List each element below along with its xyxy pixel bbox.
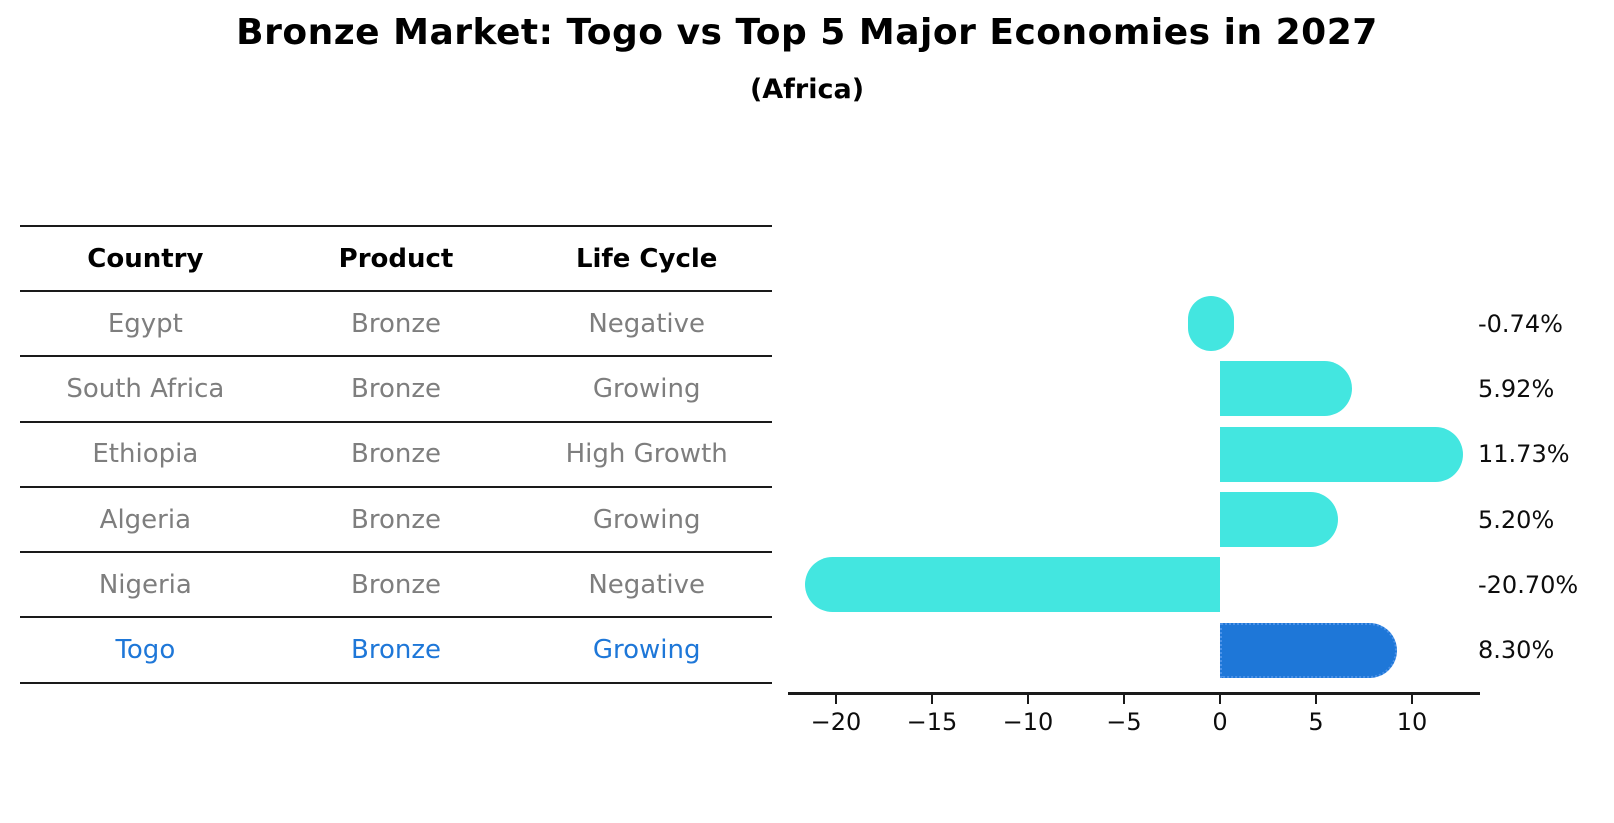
table-row-algeria: Algeria Bronze Growing	[20, 488, 772, 554]
x-tick-label--10: −10	[1002, 708, 1054, 736]
x-tick-label--5: −5	[1106, 708, 1142, 736]
country-cell: Egypt	[107, 308, 183, 339]
product-cell: Bronze	[351, 635, 441, 666]
value-label-south-africa: 5.92%	[1478, 374, 1555, 403]
product-cell: Bronze	[351, 504, 441, 535]
value-label-algeria: 5.20%	[1478, 505, 1555, 534]
x-axis-line	[788, 692, 1480, 695]
life-cycle-cell: Growing	[592, 504, 701, 535]
life-cycle-cell: Growing	[592, 373, 701, 404]
table-row-south-africa: South Africa Bronze Growing	[20, 357, 772, 423]
country-table: Country Product Life Cycle Egypt Bronze Negat…	[20, 225, 772, 684]
x-tick--5	[1123, 695, 1125, 704]
bar-south-africa	[1220, 361, 1352, 417]
product-cell: Bronze	[351, 373, 441, 404]
bar-algeria	[1220, 492, 1338, 548]
x-tick-10	[1411, 695, 1413, 704]
table-row-ethiopia: Ethiopia Bronze High Growth	[20, 423, 772, 488]
life-cycle-cell: Negative	[588, 308, 706, 339]
country-cell: Togo	[115, 635, 176, 666]
x-tick--20	[835, 695, 837, 704]
x-tick--15	[931, 695, 933, 704]
x-tick--10	[1027, 695, 1029, 704]
x-tick-label--15: −15	[906, 708, 958, 736]
bar-egypt	[1187, 296, 1234, 352]
table-row-togo: Togo Bronze Growing	[20, 618, 772, 684]
bar-togo	[1220, 622, 1398, 678]
chart-subtitle: (Africa)	[749, 74, 865, 105]
country-cell: Ethiopia	[92, 439, 199, 470]
x-tick-5	[1315, 695, 1317, 704]
x-tick-label-10: 10	[1396, 708, 1428, 736]
table-header-row: Country Product Life Cycle	[20, 227, 772, 292]
x-tick-label--20: −20	[810, 708, 862, 736]
x-tick-label-5: 5	[1308, 708, 1324, 736]
bar-nigeria	[804, 557, 1220, 613]
x-tick-label-0: 0	[1212, 708, 1228, 736]
country-cell: Algeria	[99, 504, 192, 535]
column-header-country: Country	[87, 243, 204, 274]
column-header-life-cycle: Life Cycle	[575, 243, 718, 274]
table-row-egypt: Egypt Bronze Negative	[20, 292, 772, 358]
value-label-togo: 8.30%	[1478, 636, 1555, 665]
value-label-nigeria: -20.70%	[1478, 570, 1579, 599]
product-cell: Bronze	[351, 569, 441, 600]
country-cell: South Africa	[66, 373, 225, 404]
chart-title: Bronze Market: Togo vs Top 5 Major Econo…	[236, 12, 1378, 53]
bar-ethiopia	[1220, 426, 1464, 482]
product-cell: Bronze	[351, 439, 441, 470]
table-row-nigeria: Nigeria Bronze Negative	[20, 553, 772, 619]
value-label-egypt: -0.74%	[1478, 309, 1563, 338]
life-cycle-cell: Negative	[588, 569, 706, 600]
product-cell: Bronze	[351, 308, 441, 339]
life-cycle-cell: High Growth	[565, 439, 728, 470]
column-header-product: Product	[338, 243, 454, 274]
value-label-ethiopia: 11.73%	[1478, 440, 1570, 469]
country-cell: Nigeria	[98, 569, 192, 600]
life-cycle-cell: Growing	[592, 635, 701, 666]
x-tick-0	[1219, 695, 1221, 704]
